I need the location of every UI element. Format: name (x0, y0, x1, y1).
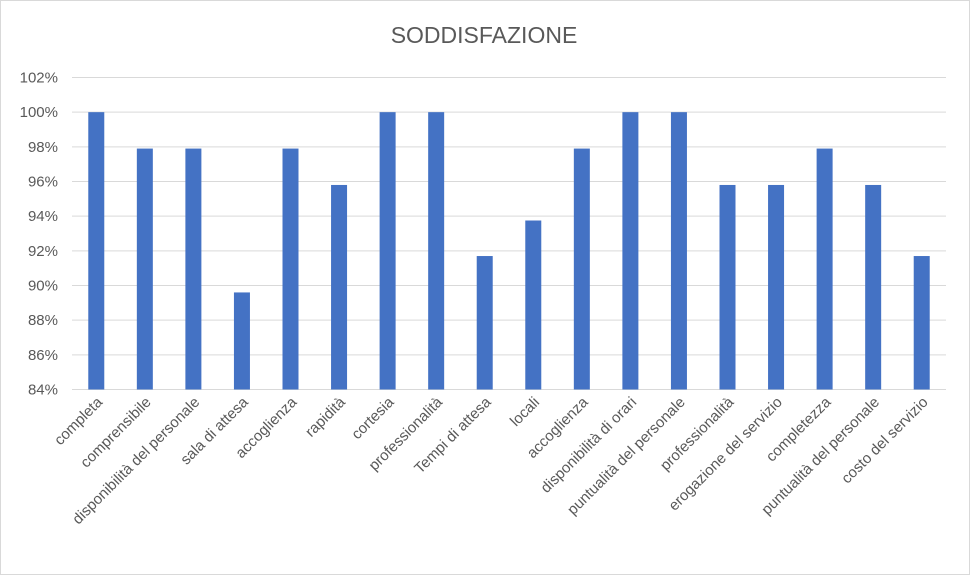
bar (670, 112, 687, 390)
bar (88, 112, 105, 390)
x-tick-label: locali (507, 394, 543, 430)
y-tick-label: 100% (20, 104, 58, 121)
chart-title: SODDISFAZIONE (391, 22, 578, 48)
x-tick-label: costo del servizio (838, 394, 931, 487)
y-tick-label: 102% (20, 70, 58, 87)
bar (865, 184, 882, 390)
y-tick-label: 88% (28, 312, 58, 329)
bar (816, 148, 833, 390)
bar (622, 112, 639, 390)
y-tick-label: 96% (28, 174, 58, 191)
x-tick-label: cortesia (348, 393, 398, 443)
bar (331, 184, 348, 390)
bar (913, 256, 930, 390)
bar (136, 148, 153, 390)
bar (476, 256, 493, 390)
bar (428, 112, 445, 390)
bars (88, 112, 930, 390)
y-axis-tick-labels: 84% 86% 88% 90% 92% 94% 96% 98% 100% 102% (20, 70, 58, 399)
bar (233, 292, 250, 390)
y-tick-label: 92% (28, 243, 58, 260)
bar (185, 148, 202, 390)
bar (719, 184, 736, 390)
bar (379, 112, 396, 390)
bar (768, 184, 785, 390)
y-tick-label: 90% (28, 278, 58, 295)
x-tick-label: rapidità (302, 393, 349, 440)
y-tick-label: 94% (28, 208, 58, 225)
y-tick-label: 84% (28, 382, 58, 399)
bar (573, 148, 590, 390)
y-tick-label: 98% (28, 139, 58, 156)
bar (525, 220, 542, 390)
gridlines (72, 77, 946, 390)
y-tick-label: 86% (28, 347, 58, 364)
bar (282, 148, 299, 390)
